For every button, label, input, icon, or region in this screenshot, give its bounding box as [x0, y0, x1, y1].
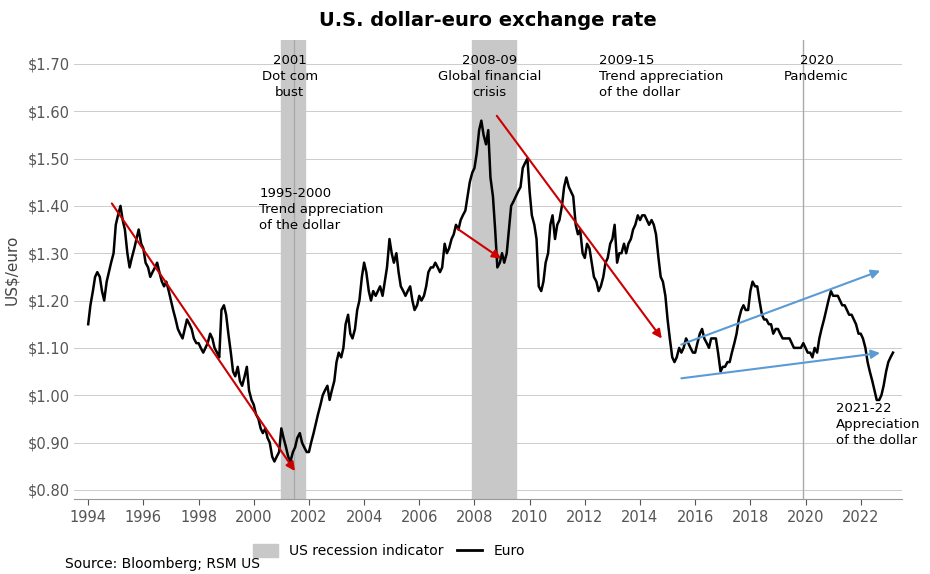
Text: Source: Bloomberg; RSM US: Source: Bloomberg; RSM US — [65, 557, 260, 571]
Bar — [281, 40, 305, 499]
Y-axis label: US$/euro: US$/euro — [4, 235, 20, 305]
Title: U.S. dollar-euro exchange rate: U.S. dollar-euro exchange rate — [319, 11, 658, 30]
Text: 2021-22
Appreciation
of the dollar: 2021-22 Appreciation of the dollar — [836, 402, 921, 447]
Legend: US recession indicator, Euro: US recession indicator, Euro — [247, 538, 530, 564]
Text: 1995-2000
Trend appreciation
of the dollar: 1995-2000 Trend appreciation of the doll… — [259, 187, 384, 232]
Text: 2020
Pandemic: 2020 Pandemic — [784, 55, 849, 83]
Text: 2001
Dot com
bust: 2001 Dot com bust — [261, 55, 318, 99]
Text: 2009-15
Trend appreciation
of the dollar: 2009-15 Trend appreciation of the dollar — [599, 55, 723, 99]
Bar — [472, 40, 516, 499]
Text: 2008-09
Global financial
crisis: 2008-09 Global financial crisis — [438, 55, 541, 99]
